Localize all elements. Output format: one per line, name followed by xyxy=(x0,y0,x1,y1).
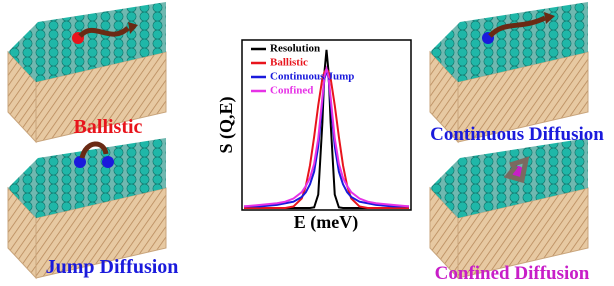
surface-slab xyxy=(430,2,588,142)
adatom xyxy=(102,156,114,168)
x-axis-label: E (meV) xyxy=(294,212,358,233)
panel-label: Ballistic xyxy=(74,116,143,138)
legend-label: Continuous/Jump xyxy=(270,71,354,83)
panel-label: Continuous Diffusion xyxy=(430,124,604,145)
y-axis-label: S (Q,E) xyxy=(216,96,237,153)
legend-label: Resolution xyxy=(270,43,320,55)
legend-label: Confined xyxy=(270,85,313,97)
panel-label: Confined Diffusion xyxy=(435,263,590,284)
surface-slab xyxy=(430,138,588,278)
legend-label: Ballistic xyxy=(270,57,308,69)
figure: Ballistic Jump Diffusion Continuous Diff… xyxy=(0,0,614,286)
panel-label: Jump Diffusion xyxy=(46,256,179,278)
